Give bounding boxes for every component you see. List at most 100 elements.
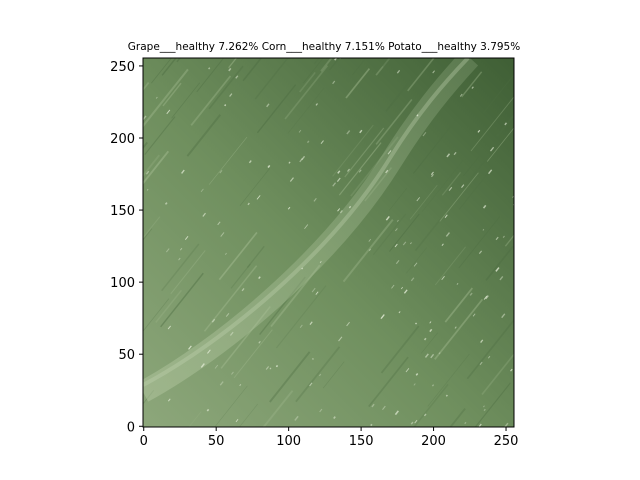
leaf-speck — [430, 173, 434, 178]
leaf-streak — [334, 58, 337, 61]
leaf-speck — [299, 324, 303, 328]
leaf-speck — [200, 188, 204, 193]
leaf-speck — [482, 228, 485, 231]
leaf-speck — [313, 197, 317, 202]
y-tick-label: 200 — [110, 132, 135, 147]
leaf-speck — [288, 161, 291, 164]
leaf-speck — [224, 104, 227, 107]
leaf-speck — [414, 419, 418, 424]
leaf-speck — [145, 170, 150, 175]
leaf-streak — [284, 65, 329, 120]
leaf-streak — [449, 408, 466, 427]
leaf-speck — [247, 202, 250, 206]
leaf-streak — [190, 75, 232, 126]
leaf-speck — [315, 291, 319, 295]
leaf-streak — [375, 98, 413, 145]
leaf-speck — [446, 153, 451, 158]
leaf-speck — [235, 418, 239, 423]
leaf-speck — [469, 292, 473, 296]
leaf-speck — [415, 322, 418, 325]
leaf-streak — [143, 390, 155, 405]
leaf-streak — [559, 178, 603, 233]
leaf-speck — [241, 288, 245, 292]
leaf-speck — [269, 367, 272, 370]
leaf-speck — [206, 408, 210, 412]
leaf-speck — [400, 286, 404, 290]
leaf-speck — [337, 208, 341, 212]
leaf-speck — [370, 423, 373, 427]
leaf-streak — [322, 361, 345, 389]
leaf-streak — [385, 77, 414, 112]
leaf-streak — [304, 456, 322, 479]
leaf-speck — [504, 422, 509, 427]
leaf-speck — [225, 312, 230, 317]
leaf-speck — [228, 67, 232, 72]
leaf-speck — [347, 168, 350, 172]
leaf-streak — [314, 58, 320, 65]
plot-frame — [142, 57, 515, 428]
leaf-streak — [232, 0, 261, 3]
leaf-speck — [482, 204, 487, 209]
leaf-streak — [214, 385, 248, 427]
leaf-speck — [464, 421, 467, 425]
leaf-speck — [385, 215, 390, 221]
leaf-streak — [242, 58, 263, 82]
leaf-speck — [396, 219, 399, 222]
leaf-streak — [413, 383, 449, 427]
y-tick-label: 100 — [110, 276, 135, 291]
leaf-speck — [179, 247, 183, 251]
leaf-streak — [329, 58, 340, 71]
leaf-speck — [423, 337, 427, 341]
leaf-streak — [218, 231, 258, 281]
leaf-streak — [143, 216, 161, 239]
leaf-streak — [474, 382, 511, 427]
leaf-streak — [85, 0, 122, 14]
leaf-streak — [170, 250, 206, 295]
leaf-speck — [256, 195, 261, 200]
leaf-streak — [504, 234, 514, 247]
leaf-speck — [453, 151, 457, 156]
leaf-speck — [318, 373, 322, 377]
leaf-image — [85, 0, 603, 479]
leaf-speck — [229, 93, 233, 97]
leaf-speck — [368, 238, 372, 242]
leaf-speck — [219, 170, 223, 174]
leaf-streak — [345, 68, 371, 99]
leaf-speck — [441, 275, 445, 281]
leaf-speck — [424, 353, 429, 358]
leaf-speck — [423, 413, 427, 417]
leaf-speck — [332, 182, 337, 187]
leaf-streak — [144, 116, 176, 155]
leaf-streak — [368, 356, 409, 408]
leaf-speck — [301, 267, 304, 270]
leaf-streak — [302, 58, 324, 84]
leaf-streak — [481, 352, 514, 396]
leaf-streak — [256, 84, 297, 134]
leaf-speck — [368, 248, 372, 252]
leaf-streak — [143, 141, 148, 150]
leaf-speck — [432, 70, 435, 74]
leaf-streak — [161, 58, 177, 76]
leaf-streak — [535, 225, 586, 289]
leaf-speck — [235, 75, 239, 79]
leaf-streak — [485, 245, 514, 281]
leaf-speck — [309, 382, 313, 387]
leaf-speck — [472, 313, 476, 317]
leaf-streak — [388, 213, 420, 252]
leaf-speck — [178, 257, 181, 261]
leaf-speck — [477, 129, 481, 133]
leaf-streak — [441, 171, 461, 196]
leaf-streak — [552, 0, 599, 4]
leaf-speck — [146, 188, 149, 191]
leaf-speck — [448, 186, 453, 191]
leaf-streak — [171, 82, 201, 119]
leaf-speck — [219, 381, 224, 386]
leaf-streak — [143, 150, 170, 185]
leaf-streak — [458, 216, 501, 269]
leaf-streak — [275, 285, 327, 349]
leaf-speck — [402, 241, 407, 246]
leaf-streak — [537, 340, 580, 394]
leaf-speck — [220, 232, 225, 237]
leaf-speck — [413, 262, 418, 267]
y-tick-label: 150 — [110, 204, 135, 219]
